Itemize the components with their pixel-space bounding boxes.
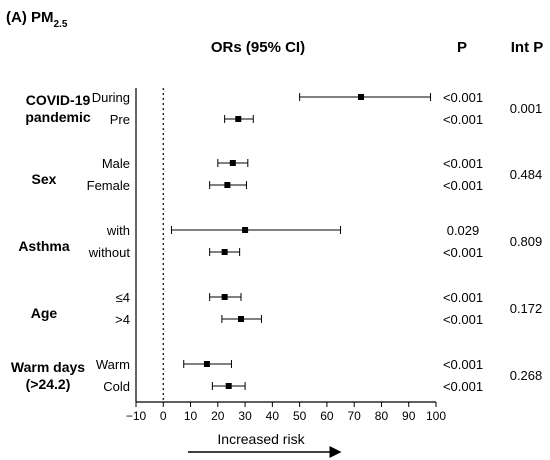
- p-value: 0.029: [447, 223, 480, 238]
- p-value: <0.001: [443, 156, 483, 171]
- interaction-p-value: 0.809: [510, 234, 543, 249]
- p-value: <0.001: [443, 112, 483, 127]
- x-axis-label: Increased risk: [217, 431, 305, 447]
- point-estimate: [229, 160, 236, 166]
- group-label: Age: [31, 305, 58, 321]
- p-value: <0.001: [443, 245, 483, 260]
- interaction-p-value: 0.268: [510, 368, 543, 383]
- interaction-p-value: 0.484: [510, 167, 543, 182]
- p-value: <0.001: [443, 178, 483, 193]
- row-label: Cold: [103, 379, 130, 394]
- point-estimate: [224, 182, 231, 188]
- point-estimate: [242, 227, 249, 233]
- p-value: <0.001: [443, 312, 483, 327]
- x-tick-label: 20: [211, 409, 225, 423]
- interaction-p-value: 0.001: [510, 101, 543, 116]
- or-column-header: ORs (95% CI): [211, 39, 305, 56]
- x-tick-label: 80: [375, 409, 389, 423]
- p-value: <0.001: [443, 357, 483, 372]
- x-tick-label: 10: [184, 409, 198, 423]
- group-label-line: Warm days: [11, 359, 85, 375]
- p-value: <0.001: [443, 90, 483, 105]
- group-label-line: COVID-19: [26, 92, 91, 108]
- plot-area: −10 0 10 20 30 40 50 60 70 80 90 100 COVID-19 pandemi…: [11, 88, 542, 423]
- row-label: >4: [115, 312, 130, 327]
- x-tick-label: 90: [402, 409, 416, 423]
- row-label: Female: [87, 178, 130, 193]
- x-tick-label: 100: [426, 409, 446, 423]
- point-estimate: [225, 383, 232, 389]
- row-label: Male: [102, 156, 130, 171]
- x-tick-label: 40: [266, 409, 280, 423]
- p-column-header: P: [457, 39, 467, 56]
- row-label: with: [106, 223, 130, 238]
- p-value: <0.001: [443, 379, 483, 394]
- row-label: without: [88, 245, 131, 260]
- point-estimate: [221, 294, 228, 300]
- panel-title: (A) PM2.5: [6, 9, 68, 30]
- p-value: <0.001: [443, 290, 483, 305]
- point-estimate: [221, 249, 228, 255]
- group-label: Warm days (>24.2): [11, 359, 85, 392]
- row-label: During: [92, 90, 130, 105]
- interaction-p-value: 0.172: [510, 301, 543, 316]
- int-p-column-header: Int P: [511, 39, 544, 56]
- point-estimate: [358, 94, 364, 100]
- group-label: COVID-19 pandemic: [25, 92, 91, 125]
- x-tick-label: 50: [293, 409, 307, 423]
- x-tick-label: −10: [126, 409, 147, 423]
- point-estimate: [235, 116, 242, 122]
- group-label: Sex: [32, 171, 57, 187]
- group-label-line: pandemic: [25, 109, 91, 125]
- x-tick-label: 0: [160, 409, 167, 423]
- x-tick-label: 30: [238, 409, 252, 423]
- group-label: Asthma: [18, 238, 70, 254]
- group-label-line: (>24.2): [26, 376, 71, 392]
- x-tick-label: 60: [320, 409, 334, 423]
- point-estimate: [203, 361, 210, 367]
- point-estimate: [238, 316, 244, 322]
- row-label: Warm: [96, 357, 130, 372]
- row-label: Pre: [110, 112, 130, 127]
- x-tick-label: 70: [348, 409, 362, 423]
- row-label: ≤4: [116, 290, 130, 305]
